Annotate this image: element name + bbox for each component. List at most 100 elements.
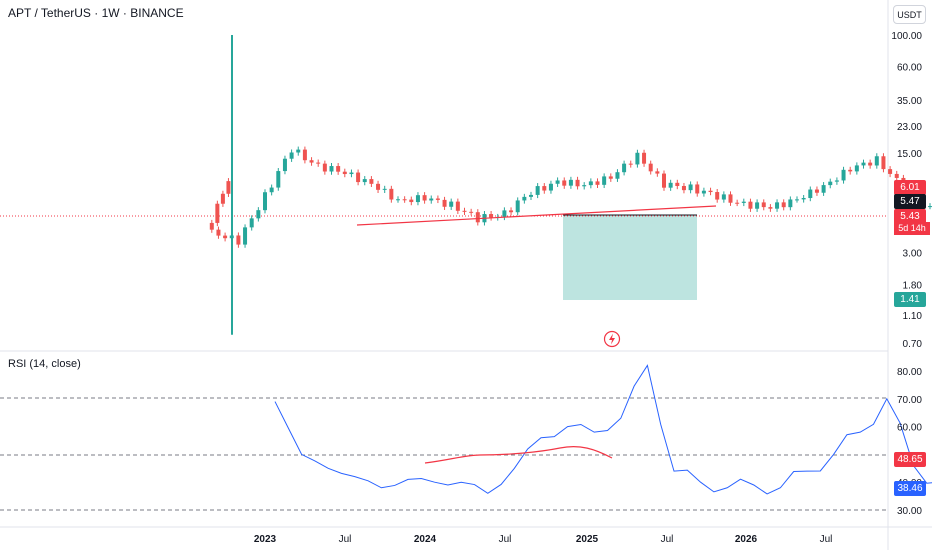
time-axis-label: Jul [661,534,674,545]
target-low-tag: 1.41 [894,292,926,307]
candle [808,189,813,199]
candle [874,156,879,166]
time-axis-label: 2024 [414,534,437,545]
candle [489,214,494,218]
candle [788,199,793,208]
price-axis-ticks: 100.00 60.00 35.00 23.00 15.00 3.00 1.80 1.10 0.… [891,31,922,350]
current-price-tag: 5.43 [894,209,926,224]
candle [582,185,587,187]
candle [608,176,613,179]
candle [220,193,225,204]
candle [748,201,753,209]
candle [768,207,773,209]
candle [555,180,560,184]
price-tick-label: 3.00 [903,249,923,260]
candle [409,199,414,203]
candle [429,198,434,201]
candle [302,149,307,161]
candle [602,176,607,185]
candle [289,152,294,159]
candle [801,198,806,200]
rsi-ma-value-tag: 48.65 [894,452,926,467]
candle [389,188,394,200]
candle [276,171,281,188]
candle [675,182,680,186]
candle [894,173,899,178]
candle [868,162,873,166]
candle [209,222,214,230]
candle [249,218,254,228]
time-axis-labels: 2023 Jul 2024 Jul 2025 Jul 2026 Jul [254,534,833,545]
target-zone[interactable] [563,215,697,300]
candle [442,199,447,207]
price-tick-label: 1.80 [903,280,923,291]
candle [834,180,839,182]
target-high-tag: 6.01 [894,180,926,195]
candle [655,171,660,174]
candles-group [209,35,932,335]
candle [628,163,633,165]
candle [648,163,653,172]
candle [548,183,553,191]
candle [662,173,666,188]
rsi-indicator-label[interactable]: RSI (14, close) [8,358,81,370]
bar-countdown: 5d 14h [894,222,930,235]
candle [854,165,859,172]
candle [362,179,367,183]
rsi-line [274,364,932,495]
symbol-title[interactable]: APT / TetherUS · 1W · BINANCE [8,6,184,20]
candle [542,186,547,191]
candle [256,210,261,219]
candle [735,202,740,204]
time-axis-label: Jul [820,534,833,545]
candle [821,185,826,193]
candle [322,163,327,172]
candle [861,162,866,166]
candle [721,194,726,200]
candle [469,211,474,213]
candle [216,229,221,236]
candle [728,194,733,203]
price-tick-label: 1.10 [903,311,923,322]
candle [449,201,454,207]
time-axis-label: 2023 [254,534,277,545]
lightning-icon[interactable] [603,330,621,348]
candle [502,210,507,217]
candle [635,152,640,165]
candle [828,181,833,186]
candle [329,166,334,172]
candle [263,192,267,211]
candle [888,169,893,174]
candle [369,179,374,184]
rsi-tick-label: 60.00 [897,423,922,434]
currency-button[interactable]: USDT [893,5,926,24]
candle [455,201,460,211]
candle [282,158,287,172]
candle [681,185,686,191]
candle [615,172,620,179]
candle [402,199,407,201]
candle [688,184,693,191]
candle [349,172,354,175]
candle [622,163,627,173]
support-trendline[interactable] [356,205,717,226]
candle [535,186,540,195]
candle [475,212,480,223]
candle [841,169,846,181]
candle [562,180,567,186]
price-tick-label: 35.00 [897,96,922,107]
rsi-tick-label: 70.00 [897,395,922,406]
candle [695,184,700,194]
candle [848,169,853,172]
candle [755,202,760,209]
candle [435,198,440,200]
price-tick-label: 60.00 [897,63,922,74]
last-price-tag: 5.47 [894,194,926,209]
candle [881,156,886,170]
candle [226,181,231,194]
price-tick-label: 0.70 [903,339,923,350]
candle [642,152,647,164]
candle [795,199,799,201]
candle [309,160,314,163]
